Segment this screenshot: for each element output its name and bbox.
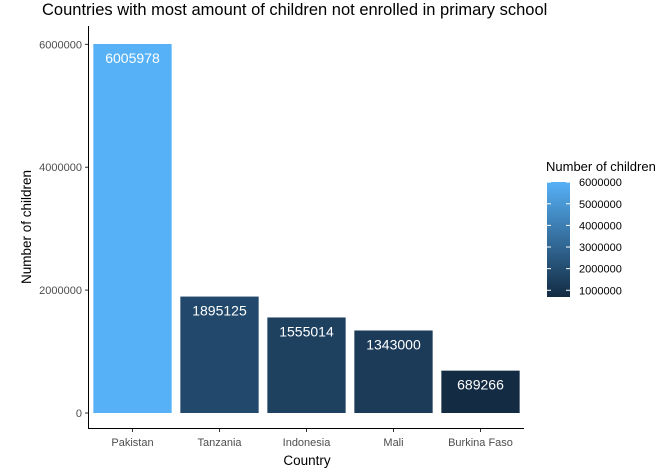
y-axis: 0 2000000 4000000 6000000 <box>39 26 89 428</box>
legend-tick-label: 3000000 <box>579 242 622 254</box>
legend-tick-label: 6000000 <box>579 177 622 189</box>
y-tick-label: 2000000 <box>39 285 82 297</box>
bar-value-label: 1555014 <box>279 323 334 339</box>
x-tick-label: Burkina Faso <box>448 437 513 449</box>
legend-tick-label: 1000000 <box>579 285 622 297</box>
bar-value-label: 1343000 <box>366 336 421 352</box>
bar-value-label: 689266 <box>457 377 504 393</box>
bar-burkina-faso <box>441 370 520 413</box>
x-tick-label: Indonesia <box>283 437 332 449</box>
x-axis: Pakistan Tanzania Indonesia Mali Burkina Fas… <box>88 428 524 449</box>
y-tick-label: 4000000 <box>39 162 82 174</box>
x-tick-label: Mali <box>383 437 403 449</box>
legend-tick-label: 4000000 <box>579 220 622 232</box>
legend-tick-label: 2000000 <box>579 264 622 276</box>
bars-group <box>93 44 520 413</box>
bar-value-label: 1895125 <box>192 303 247 319</box>
bar-indonesia <box>267 317 346 413</box>
y-tick-label: 6000000 <box>39 39 82 51</box>
y-tick-label: 0 <box>76 408 82 420</box>
x-axis-title: Country <box>283 453 331 468</box>
chart-title: Countries with most amount of children n… <box>42 1 547 19</box>
legend-ticks: 1000000 2000000 3000000 4000000 5000000 60000… <box>547 177 622 297</box>
bar-mali <box>354 330 433 413</box>
color-legend: Number of children 1000000 2000000 3000000… <box>546 159 656 297</box>
bar-pakistan <box>93 44 172 413</box>
bar-tanzania <box>180 296 259 413</box>
legend-title: Number of children <box>546 159 656 174</box>
legend-tick-label: 5000000 <box>579 199 622 211</box>
bar-value-label: 6005978 <box>105 50 160 66</box>
x-tick-label: Pakistan <box>111 437 153 449</box>
y-axis-title: Number of children <box>19 170 34 284</box>
x-tick-label: Tanzania <box>197 437 242 449</box>
bar-labels-group: 6005978 1895125 1555014 1343000 689266 <box>105 50 504 393</box>
legend-color-bar <box>547 182 570 297</box>
